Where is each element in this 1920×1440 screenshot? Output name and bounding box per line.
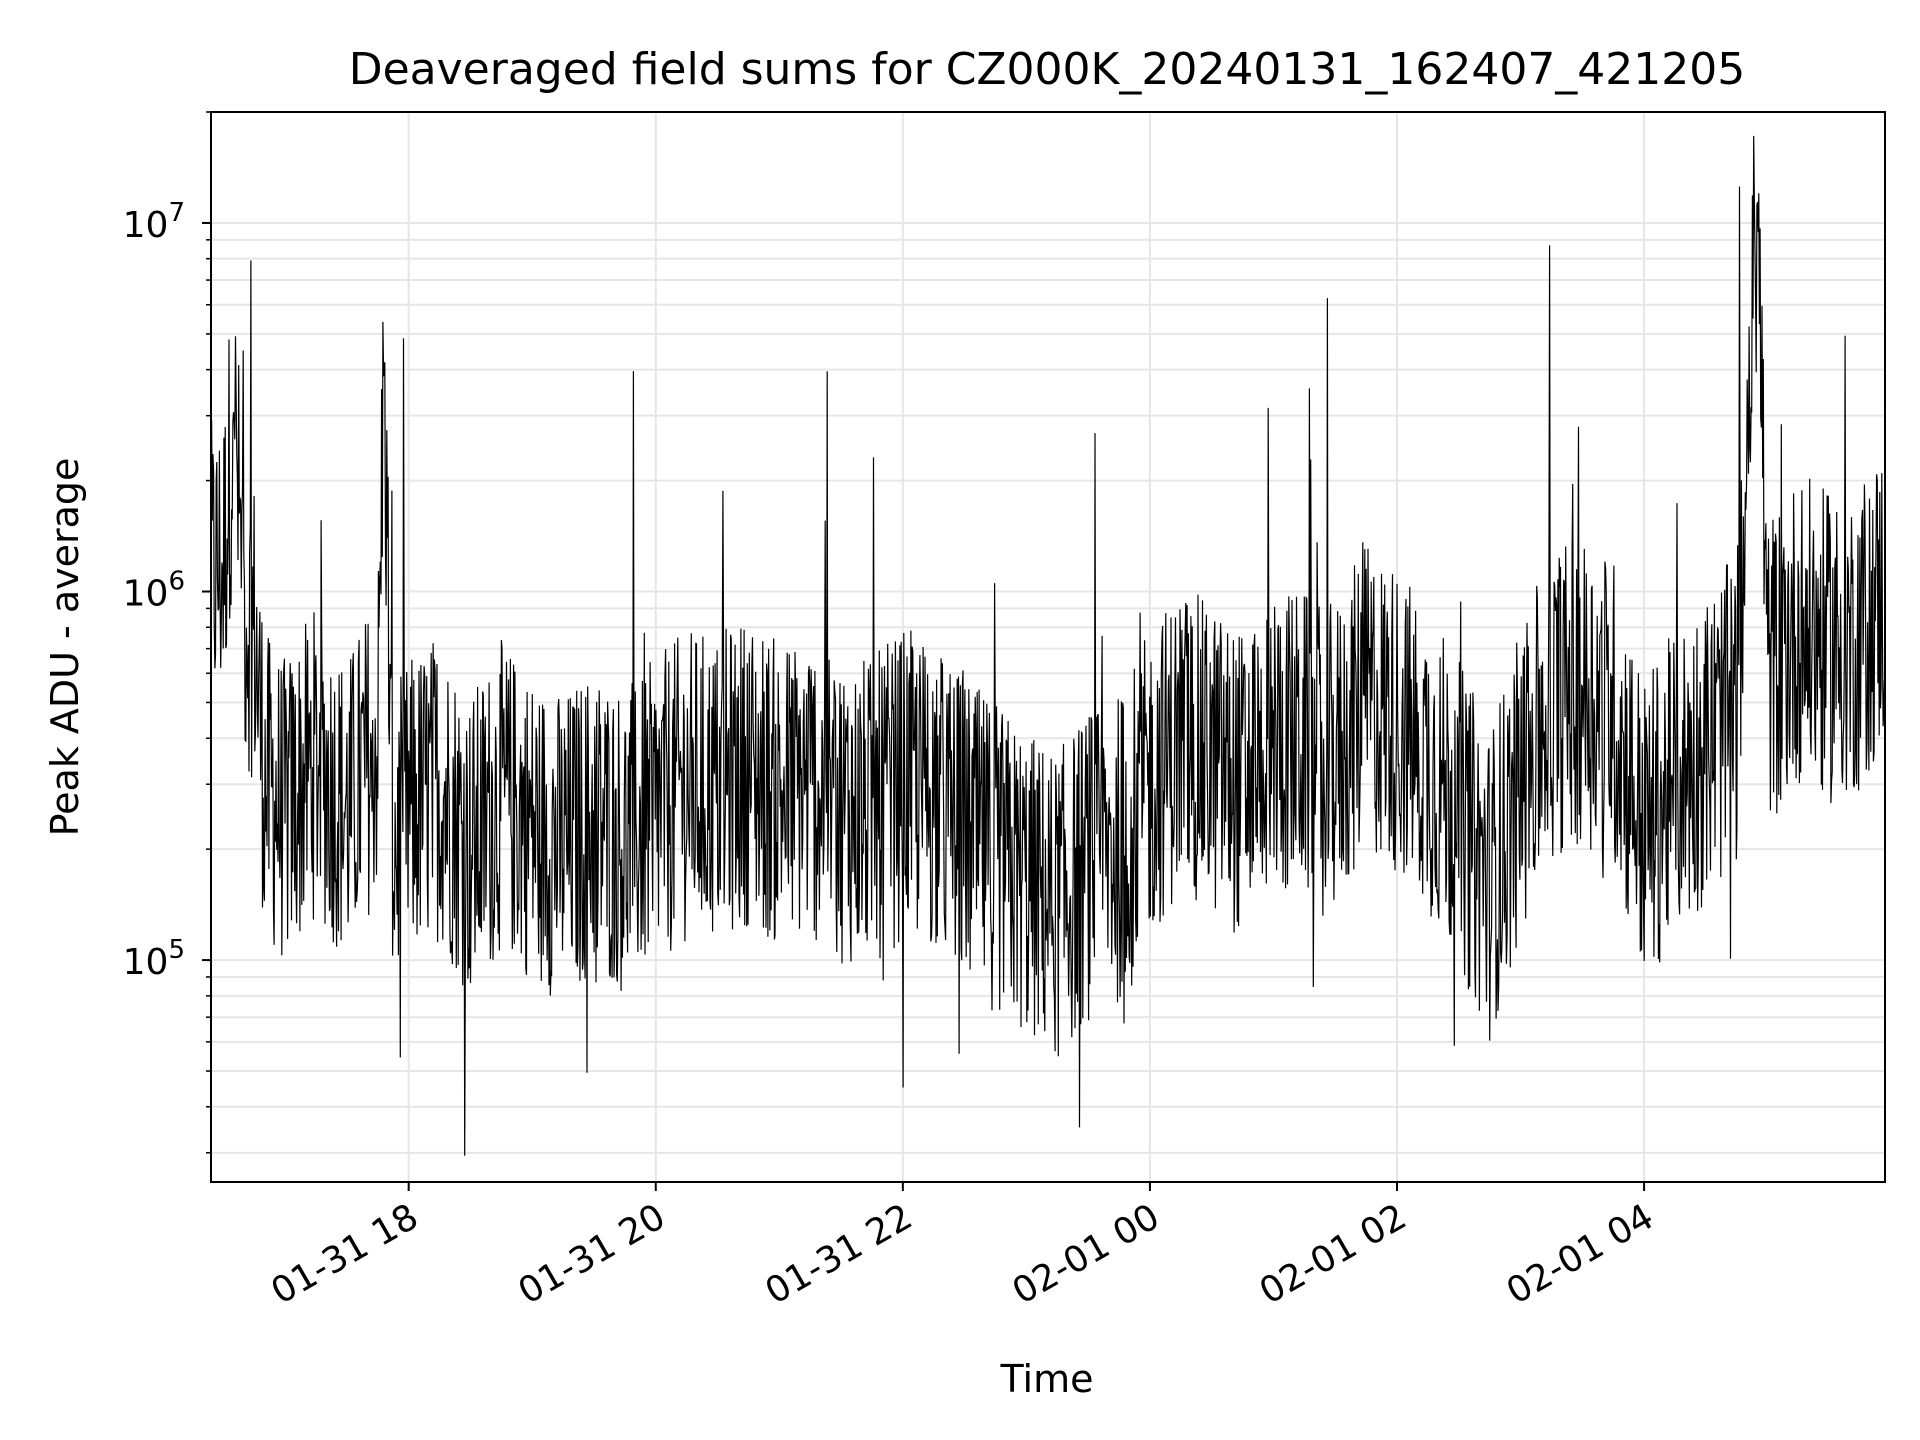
x-tick-label: 01-31 20	[512, 1196, 673, 1312]
plot-frame	[210, 111, 1886, 1183]
x-axis: 01-31 18 01-31 20 01-31 22 02-01 00 02-01 02…	[264, 1182, 1661, 1313]
grid	[211, 111, 1885, 1182]
x-axis-label: Time	[1000, 1357, 1094, 1401]
y-tick-label: 107	[123, 198, 185, 246]
y-axis-label: Peak ADU - average	[43, 458, 87, 837]
series-layer	[211, 135, 1885, 1156]
series-line	[211, 135, 1885, 1156]
x-tick-label: 01-31 18	[264, 1196, 425, 1312]
chart-title: Deaveraged field sums for CZ000K_2024013…	[349, 44, 1746, 95]
y-axis: 105 106 107	[123, 111, 211, 1154]
y-tick-label: 106	[123, 567, 185, 615]
x-tick-label: 01-31 22	[759, 1196, 920, 1312]
x-tick-label: 02-01 04	[1500, 1196, 1661, 1312]
x-tick-label: 02-01 02	[1253, 1196, 1414, 1312]
y-tick-label: 105	[123, 935, 185, 983]
x-tick-label: 02-01 00	[1006, 1196, 1167, 1312]
